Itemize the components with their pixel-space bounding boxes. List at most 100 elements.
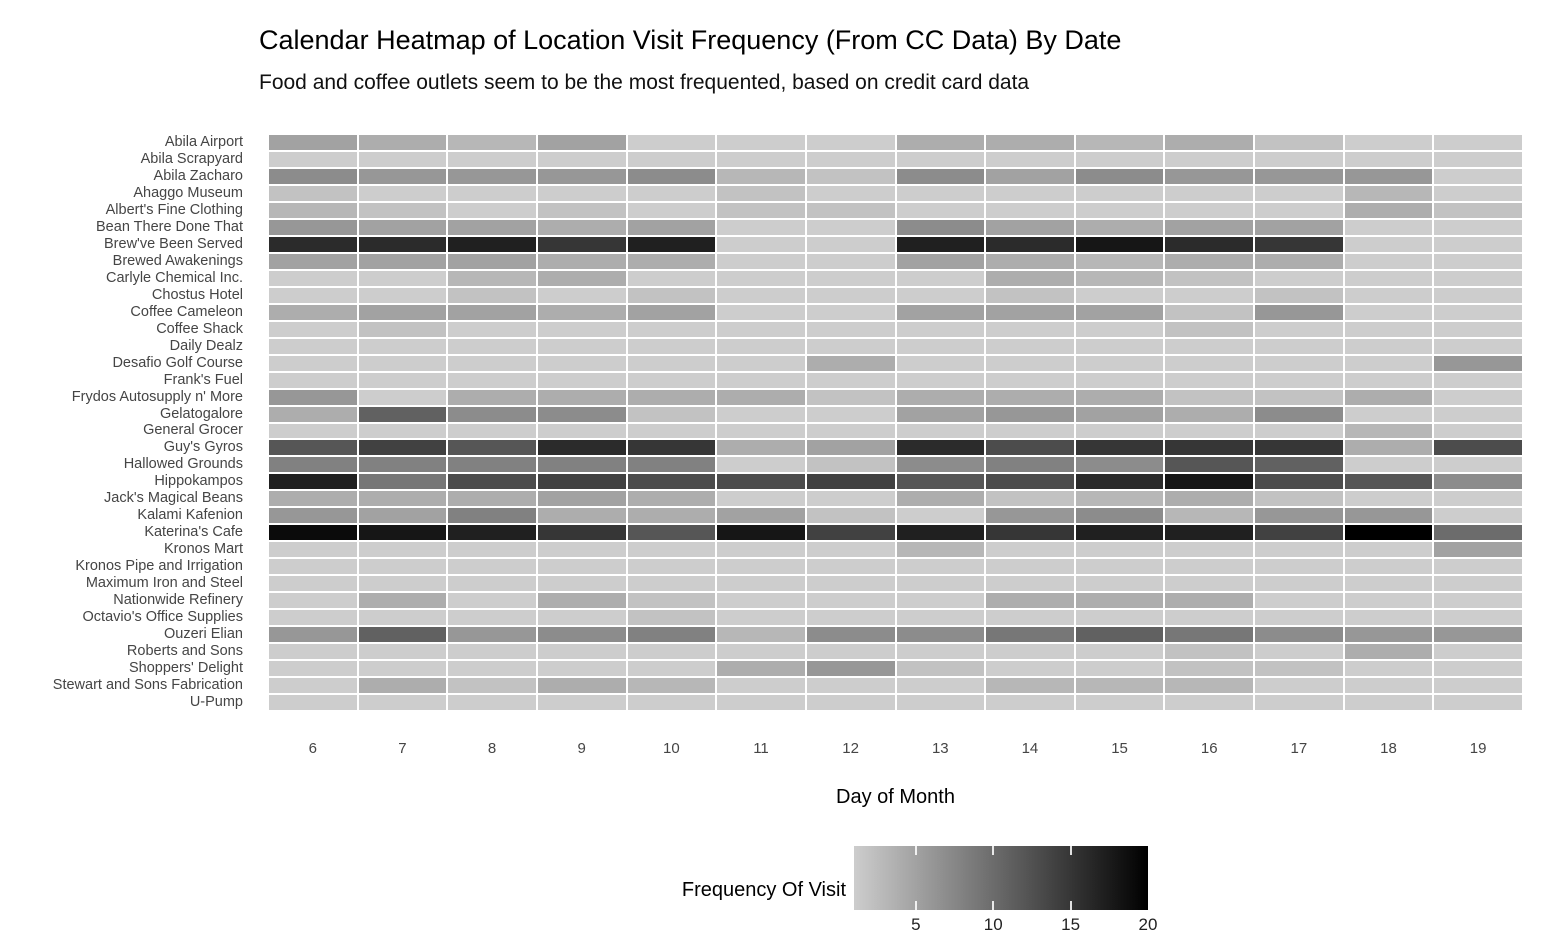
heatmap-cell: [1074, 405, 1165, 423]
heatmap-cell: [805, 524, 896, 542]
heatmap-cell: [1433, 201, 1523, 219]
heatmap-cell: [1433, 405, 1523, 423]
x-axis-tick-label: 17: [1290, 740, 1308, 757]
heatmap-cell: [1164, 150, 1255, 168]
heatmap-cell: [895, 456, 986, 474]
heatmap-cell: [1433, 286, 1523, 304]
heatmap-cell: [1164, 218, 1255, 236]
heatmap-cell: [626, 320, 717, 338]
heatmap-cell: [1164, 524, 1255, 542]
heatmap-cell: [805, 490, 896, 508]
heatmap-cell: [268, 150, 358, 168]
heatmap-cell: [1164, 558, 1255, 576]
heatmap-cell: [536, 439, 627, 457]
heatmap-cell: [716, 592, 806, 610]
heatmap-cell: [895, 269, 986, 287]
x-axis-tick-label: 13: [931, 740, 949, 757]
heatmap-cell: [1343, 439, 1434, 457]
x-axis-tick-label: 19: [1469, 740, 1487, 757]
heatmap-cell: [626, 626, 717, 644]
heatmap-cell: [447, 541, 537, 559]
heatmap-cell: [985, 524, 1075, 542]
heatmap-cell: [357, 541, 448, 559]
heatmap-cell: [985, 320, 1075, 338]
heatmap-cell: [268, 507, 358, 525]
heatmap-cell: [1164, 184, 1255, 202]
heatmap-cell: [805, 643, 896, 661]
heatmap-cell: [985, 677, 1075, 695]
y-axis-label: Frydos Autosupply n' More: [71, 388, 243, 405]
heatmap-cell: [805, 473, 896, 491]
heatmap-cell: [716, 320, 806, 338]
heatmap-cell: [447, 218, 537, 236]
y-axis-label: General Grocer: [143, 422, 243, 439]
heatmap-cell: [357, 218, 448, 236]
y-axis-label: Ahaggo Museum: [133, 184, 243, 201]
heatmap-cell: [1343, 592, 1434, 610]
legend-tick-mark: [1069, 846, 1072, 855]
heatmap-cell: [357, 337, 448, 355]
heatmap-cell: [895, 337, 986, 355]
heatmap-cell: [1164, 592, 1255, 610]
heatmap-cell: [1164, 269, 1255, 287]
y-axis-label: Daily Dealz: [169, 337, 243, 354]
heatmap-cell: [1343, 371, 1434, 389]
heatmap-cell: [1343, 694, 1434, 711]
heatmap-cell: [1074, 218, 1165, 236]
x-axis-tick-label: 11: [753, 740, 769, 757]
heatmap-cell: [1164, 541, 1255, 559]
heatmap-cell: [895, 371, 986, 389]
heatmap-cell: [1074, 286, 1165, 304]
heatmap-cell: [626, 388, 717, 406]
heatmap-cell: [536, 660, 627, 678]
heatmap-cell: [895, 609, 986, 627]
heatmap-cell: [805, 626, 896, 644]
heatmap-cell: [536, 388, 627, 406]
heatmap-cell: [1164, 456, 1255, 474]
heatmap-cell: [357, 269, 448, 287]
heatmap-cell: [268, 592, 358, 610]
heatmap-cell: [805, 184, 896, 202]
heatmap-cell: [1343, 626, 1434, 644]
heatmap-cell: [1254, 456, 1344, 474]
heatmap-cell: [357, 303, 448, 321]
heatmap-cell: [985, 303, 1075, 321]
x-axis-tick-label: 12: [842, 740, 859, 757]
heatmap-cell: [1254, 167, 1344, 185]
heatmap-cell: [1254, 626, 1344, 644]
y-axis-label: Roberts and Sons: [126, 643, 243, 660]
heatmap-cell: [1433, 575, 1523, 593]
heatmap-cell: [985, 337, 1075, 355]
heatmap-cell: [805, 320, 896, 338]
heatmap-cell: [1433, 184, 1523, 202]
heatmap-cell: [895, 694, 986, 711]
heatmap-cell: [1343, 337, 1434, 355]
heatmap-cell: [626, 558, 717, 576]
heatmap-cell: [1433, 269, 1523, 287]
heatmap-cell: [1433, 541, 1523, 559]
heatmap-cell: [1343, 524, 1434, 542]
heatmap-cell: [1343, 490, 1434, 508]
heatmap-cell: [1074, 388, 1165, 406]
heatmap-cell: [268, 660, 358, 678]
heatmap-cell: [1433, 150, 1523, 168]
heatmap-cell: [447, 575, 537, 593]
heatmap-cell: [805, 252, 896, 270]
heatmap-cell: [1254, 694, 1344, 711]
heatmap-cell: [626, 252, 717, 270]
heatmap-cell: [1433, 252, 1523, 270]
y-axis-label: Brew've Been Served: [104, 235, 243, 252]
heatmap-cell: [1164, 626, 1255, 644]
heatmap-cell: [1433, 473, 1523, 491]
heatmap-cell: [536, 677, 627, 695]
y-axis-label: Maximum Iron and Steel: [85, 575, 243, 592]
heatmap-cell: [1164, 252, 1255, 270]
heatmap-cell: [357, 677, 448, 695]
heatmap-cell: [447, 524, 537, 542]
y-axis-label: Frank's Fuel: [163, 371, 243, 388]
heatmap-cell: [985, 184, 1075, 202]
heatmap-cell: [1074, 524, 1165, 542]
heatmap-cell: [716, 524, 806, 542]
heatmap-cell: [895, 473, 986, 491]
heatmap-cell: [357, 592, 448, 610]
